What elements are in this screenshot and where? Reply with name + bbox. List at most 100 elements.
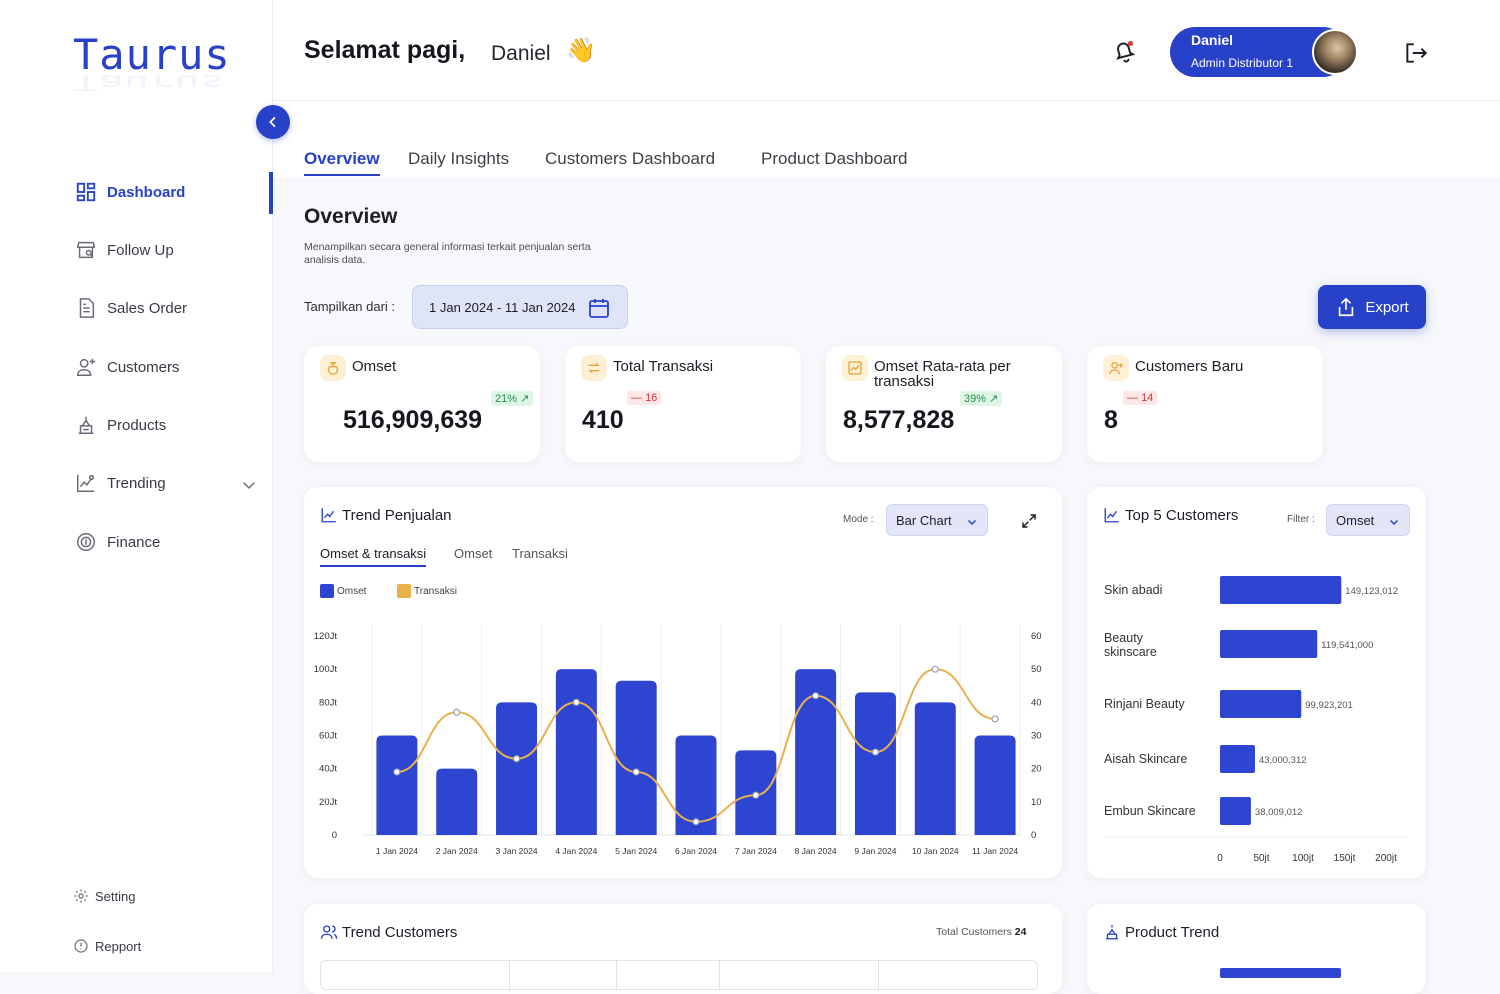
date-range-value: 1 Jan 2024 - 11 Jan 2024 <box>429 299 576 315</box>
calendar-icon <box>589 299 609 318</box>
stat-value: 516,909,639 <box>343 406 483 434</box>
omset-bar <box>376 735 418 835</box>
page-title: Overview <box>304 205 398 228</box>
customer-bar-value: 38,009,012 <box>1255 807 1303 818</box>
x-tick-label: 10 Jan 2024 <box>912 846 959 856</box>
avatar[interactable] <box>1312 29 1358 75</box>
stat-card-omset: Omset 21% ↗ 516,909,639 <box>304 346 540 462</box>
user-role: Admin Distributor 1 <box>1191 56 1294 70</box>
x-tick-label: 50jt <box>1253 853 1269 864</box>
y-tick-label: 120Jt <box>314 631 338 642</box>
setting-label: Setting <box>95 888 136 904</box>
transaksi-point <box>871 748 880 756</box>
y-tick-label: 0 <box>332 830 337 841</box>
export-button[interactable]: Export <box>1318 285 1426 329</box>
legend-transaksi: Transaksi <box>397 584 457 598</box>
logout-icon[interactable] <box>1403 40 1429 66</box>
omset-bar <box>496 702 538 835</box>
transaksi-point <box>453 708 461 716</box>
top-customers-title: Top 5 Customers <box>1103 506 1238 524</box>
subtab-omset[interactable]: Omset <box>454 546 493 561</box>
y2-tick-label: 50 <box>1031 664 1042 675</box>
sidebar-item-products[interactable]: Products <box>75 410 166 440</box>
products-icon <box>78 416 94 434</box>
analytics-icon <box>321 508 336 523</box>
tab-daily-insights[interactable]: Daily Insights <box>408 149 510 168</box>
sidebar-item-dashboard[interactable]: Dashboard <box>75 177 185 207</box>
stat-change-badge: — 14 <box>1123 391 1158 405</box>
tab-customers-dashboard[interactable]: Customers Dashboard <box>545 149 716 168</box>
x-tick-label: 2 Jan 2024 <box>436 846 478 856</box>
filter-label: Filter : <box>1287 514 1315 525</box>
customer-bar-value: 149,123,012 <box>1345 586 1398 597</box>
transaksi-point <box>512 755 521 763</box>
omset-bar <box>795 669 837 835</box>
transaksi-point <box>692 818 700 826</box>
tab-product-dashboard[interactable]: Product Dashboard <box>761 149 908 168</box>
sidebar-item-sales-order[interactable]: Sales Order <box>75 293 187 323</box>
top-customers-chart: 149,123,012 Skin abadi 119,541,000 Beautysk… <box>1104 576 1407 864</box>
export-label: Export <box>1365 298 1409 316</box>
user-menu[interactable]: Daniel Admin Distributor 1 <box>1170 27 1358 77</box>
total-customers-label: Total Customers <box>936 926 1012 938</box>
users-icon <box>320 925 338 939</box>
stat-card-total-transaksi: Total Transaksi — 16 410 <box>565 346 801 462</box>
stat-change-value: 21% <box>495 393 518 405</box>
x-tick-label: 4 Jan 2024 <box>555 846 597 856</box>
sidebar-item-label: Products <box>107 416 167 434</box>
x-tick-label: 11 Jan 2024 <box>972 846 1018 856</box>
product-trend-title-text: Product Trend <box>1125 923 1220 941</box>
y-tick-label: 60Jt <box>319 731 337 742</box>
product-trend-title: Product Trend <box>1103 923 1219 941</box>
gear-icon <box>74 889 88 903</box>
customer-name: Aisah Skincare <box>1104 752 1187 766</box>
stat-change-value: 16 <box>645 392 658 404</box>
tab-overview[interactable]: Overview <box>304 149 380 176</box>
chevron-left-icon <box>269 116 276 128</box>
date-range-picker[interactable]: 1 Jan 2024 - 11 Jan 2024 <box>412 285 628 329</box>
sidebar-item-trending[interactable]: Trending <box>75 468 166 498</box>
sidebar-item-label: Follow Up <box>107 241 174 259</box>
trend-penjualan-title: Trend Penjualan <box>320 506 452 524</box>
x-tick-label: 1 Jan 2024 <box>376 846 418 856</box>
stat-change-badge: — 16 <box>627 391 662 405</box>
top-customers-title-text: Top 5 Customers <box>1125 506 1239 524</box>
trend-customers-title-text: Trend Customers <box>342 923 458 941</box>
customer-bar <box>1220 745 1255 773</box>
setting-link[interactable]: Setting <box>73 888 135 904</box>
finance-icon <box>77 533 95 551</box>
subtab-transaksi[interactable]: Transaksi <box>512 546 568 561</box>
omset-bar <box>914 702 956 835</box>
chevron-down-icon[interactable] <box>240 476 258 494</box>
trend-customers-card: Trend Customers Total Customers 24 <box>304 904 1062 994</box>
sidebar-item-customers[interactable]: Customers <box>75 352 180 382</box>
greeting-name: Daniel <box>491 42 551 65</box>
sidebar-item-label: Sales Order <box>107 299 188 317</box>
app-logo[interactable]: Taurus <box>73 30 231 79</box>
mode-select[interactable]: Bar Chart <box>886 504 988 536</box>
sidebar-item-finance[interactable]: Finance <box>75 527 160 557</box>
notification-bell-icon[interactable] <box>1111 38 1137 64</box>
legend-omset-label: Omset <box>337 585 367 597</box>
x-tick-label: 5 Jan 2024 <box>615 846 657 856</box>
sidebar: Taurus Taurus Dashboard Follow Up Sales … <box>0 0 273 972</box>
customer-name: Embun Skincare <box>1104 804 1196 818</box>
report-link[interactable]: Repport <box>73 938 141 954</box>
customer-bar-value: 99,923,201 <box>1305 700 1353 711</box>
subtab-omset-transaksi[interactable]: Omset & transaksi <box>320 546 427 567</box>
customer-bar <box>1220 630 1318 658</box>
stat-label: Omset Rata-rata per transaksi <box>874 358 1011 390</box>
user-add-icon <box>77 358 96 376</box>
filter-select[interactable]: Omset <box>1326 504 1410 536</box>
y2-tick-label: 30 <box>1031 731 1042 742</box>
customer-bar <box>1220 690 1302 718</box>
y-tick-label: 80Jt <box>319 697 337 708</box>
x-tick-label: 200jt <box>1375 853 1397 864</box>
omset-bar <box>974 735 1016 835</box>
grid-icon <box>76 182 96 202</box>
collapse-sidebar-button[interactable] <box>256 105 290 139</box>
sidebar-item-follow-up[interactable]: Follow Up <box>75 235 174 265</box>
top-customers-card: Top 5 Customers Filter : Omset 149,123,0… <box>1087 487 1426 878</box>
expand-icon[interactable] <box>1020 512 1038 530</box>
greeting: Selamat pagi, <box>304 36 466 64</box>
